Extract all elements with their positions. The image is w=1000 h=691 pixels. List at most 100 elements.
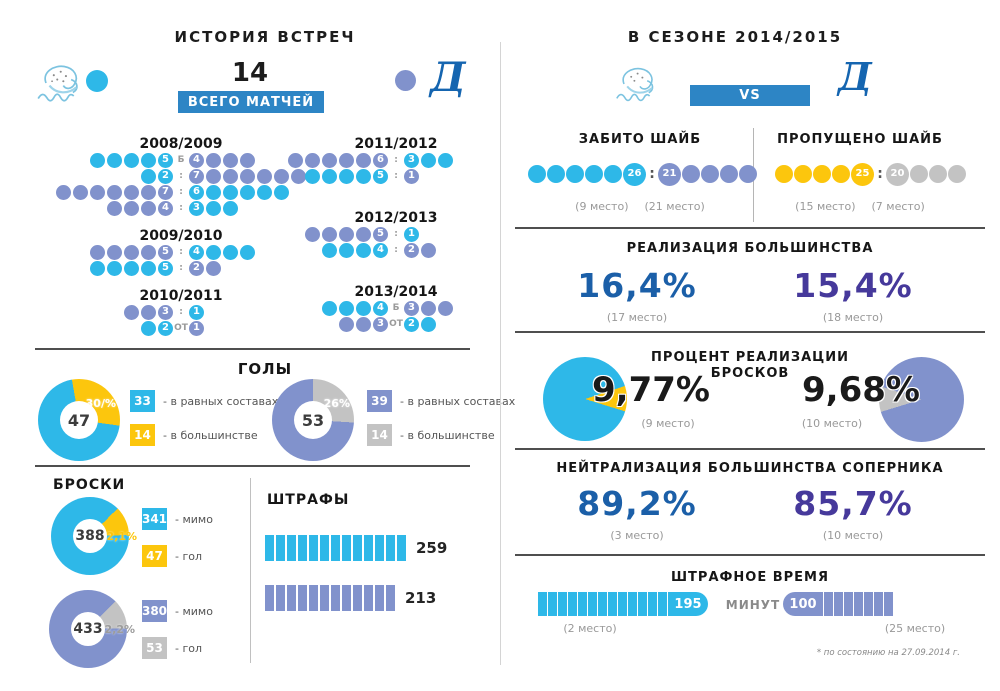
score-dot — [223, 168, 238, 184]
bar-square — [265, 535, 274, 561]
score-dot-numbered: 5 — [158, 260, 173, 276]
score-dot — [90, 184, 105, 200]
score-dot — [141, 304, 156, 320]
bar-square — [320, 585, 329, 611]
powerplay-title: РЕАЛИЗАЦИЯ БОЛЬШИНСТВА — [626, 241, 874, 256]
bar-square — [331, 585, 340, 611]
match-score-row: 7:6 — [55, 184, 307, 200]
rank: (25 место) — [884, 622, 946, 635]
total-matches-ribbon: ВСЕГО МАТЧЕЙ — [158, 85, 344, 113]
score-dot — [206, 152, 221, 168]
pk-right-value: 85,7% — [793, 484, 913, 523]
score-separator: : — [179, 263, 183, 273]
legend-label: - в большинстве — [400, 428, 495, 442]
score-dot — [356, 226, 371, 242]
vs-ribbon: VS — [670, 85, 830, 112]
pk-title: НЕЙТРАЛИЗАЦИЯ БОЛЬШИНСТВА СОПЕРНИКА — [556, 461, 944, 476]
score-dot-numbered: 1 — [189, 320, 204, 336]
bar-value-pill: 100 — [783, 592, 823, 616]
bar-square — [548, 592, 557, 616]
score-dot-numbered: 7 — [189, 168, 204, 184]
score-separator: : — [179, 307, 183, 317]
legend-item: 14 - в большинстве — [130, 424, 258, 446]
bar-square — [628, 592, 637, 616]
bar-square — [353, 585, 362, 611]
score-dot — [832, 165, 850, 183]
pk-left-value: 89,2% — [577, 484, 697, 523]
bar-square — [618, 592, 627, 616]
rank: (9 место) — [575, 200, 629, 213]
legend-item: 39 - в равных составах — [367, 390, 515, 412]
match-score-row: 4:2 — [270, 242, 522, 258]
score-dot-numbered: 5 — [158, 244, 173, 260]
rank: (7 место) — [871, 200, 925, 213]
score-dot — [141, 168, 156, 184]
score-dot — [124, 244, 139, 260]
score-dot — [438, 300, 453, 316]
score-dot-numbered: 4 — [189, 244, 204, 260]
score-dot-numbered: 20 — [886, 162, 909, 186]
seasons-column-2: 2011/2012 6:3 5:1 2012/2013 5:1 4:2 2013/2014 4… — [270, 136, 522, 358]
score-dot — [274, 184, 289, 200]
score-dot — [339, 300, 354, 316]
bar-square — [353, 535, 362, 561]
scored-dots-row: 26:21 — [528, 161, 757, 187]
bar-square — [864, 592, 873, 616]
legend-item: 33 - в равных составах — [130, 390, 278, 412]
match-score-row: 2 ОТ 1 — [55, 320, 307, 336]
total-matches-label: ВСЕГО МАТЧЕЙ — [187, 94, 315, 110]
score-dot — [547, 165, 565, 183]
season-block: 2008/2009 5 Б 4 2:7 7:6 4:3 — [55, 136, 307, 216]
score-dot — [421, 300, 436, 316]
divider — [515, 554, 985, 556]
score-dot — [288, 152, 303, 168]
divider — [515, 331, 985, 333]
score-dot-numbered: 5 — [373, 168, 388, 184]
center-divider — [500, 42, 501, 665]
score-dot — [124, 152, 139, 168]
score-dot — [339, 168, 354, 184]
bar-square — [538, 592, 547, 616]
score-dot-numbered: 6 — [189, 184, 204, 200]
bar-square — [558, 592, 567, 616]
goals-section-title: ГОЛЫ — [237, 360, 293, 378]
bar-square — [364, 535, 373, 561]
score-separator: : — [877, 166, 883, 182]
bar-square — [364, 585, 373, 611]
bar-square — [331, 535, 340, 561]
score-dot — [124, 260, 139, 276]
score-dot-numbered: 1 — [404, 226, 419, 242]
bar-square — [287, 585, 296, 611]
team-dot-right — [395, 70, 416, 91]
season-block: 2011/2012 6:3 5:1 — [270, 136, 522, 184]
score-separator: : — [394, 229, 398, 239]
score-separator: : — [179, 187, 183, 197]
match-score-row: 2:7 — [55, 168, 307, 184]
score-dot — [305, 152, 320, 168]
score-dot — [291, 168, 306, 184]
score-dot — [322, 168, 337, 184]
match-score-row: 5:1 — [270, 168, 522, 184]
season-block: 2009/2010 5:4 5:2 — [55, 228, 307, 276]
bar-square — [397, 535, 406, 561]
bar-value: 213 — [405, 589, 437, 607]
score-dot — [240, 152, 255, 168]
rank: (3 место) — [610, 529, 664, 542]
score-dot — [141, 200, 156, 216]
legend-badge: 14 — [367, 424, 392, 446]
legend-label: - мимо — [175, 604, 213, 618]
score-dot — [356, 242, 371, 258]
legend-badge: 14 — [130, 424, 155, 446]
score-dot — [701, 165, 719, 183]
shot-pct-pie-right — [879, 357, 964, 442]
bar-square — [342, 535, 351, 561]
team-logo-dynamo-right: Д — [838, 54, 872, 99]
rank: (10 место) — [801, 417, 863, 430]
divider — [35, 465, 470, 467]
score-dot — [566, 165, 584, 183]
score-dot-numbered: 3 — [404, 300, 419, 316]
legend-label: - в равных составах — [163, 394, 279, 408]
score-dot-numbered: 2 — [404, 316, 419, 332]
